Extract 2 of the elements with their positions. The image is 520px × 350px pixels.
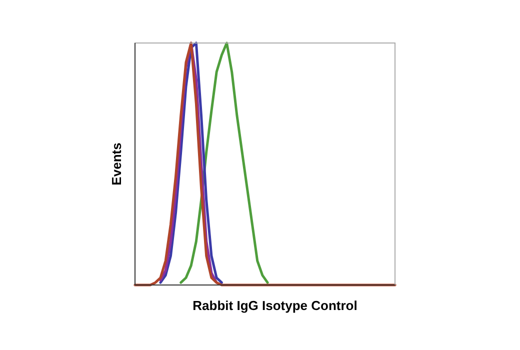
- y-axis-title: Events: [109, 142, 124, 186]
- x-axis-title: Rabbit IgG Isotype Control: [192, 298, 358, 313]
